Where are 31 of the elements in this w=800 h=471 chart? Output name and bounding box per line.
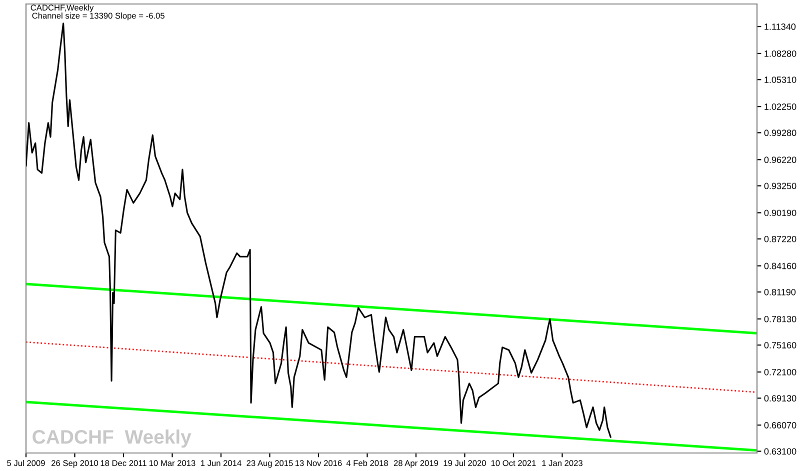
x-tick-label: 23 Aug 2015	[246, 460, 293, 468]
y-tick-label: 0.93250	[764, 182, 796, 190]
x-tick-label: 5 Jul 2009	[7, 460, 45, 466]
x-tick-label: 18 Dec 2011	[100, 460, 146, 466]
x-tick-label: 26 Sep 2010	[52, 460, 98, 468]
y-tick-label: 0.90190	[764, 210, 796, 216]
x-tick-label: 28 Apr 2019	[394, 460, 438, 468]
text: Channel size = 13390 Slope = -6.05	[32, 12, 164, 20]
chart-title: CADCHF,Weekly	[30, 4, 94, 12]
y-tick-label: 1.05310	[764, 76, 796, 83]
x-tick-label: 13 Nov 2016	[295, 460, 342, 466]
y-tick-label: 0.81190	[764, 288, 796, 296]
x-tick-label: 1 Jan 2023	[542, 460, 582, 466]
y-tick-label: 0.75160	[764, 342, 796, 348]
y-tick-label: 0.69130	[764, 395, 796, 402]
y-tick-label: 1.11340	[764, 24, 796, 30]
x-tick-label: 4 Feb 2018	[346, 460, 388, 466]
y-tick-label: 0.72100	[764, 368, 796, 376]
y-tick-label: 0.99280	[764, 130, 796, 136]
y-tick-label: 0.84160	[764, 262, 796, 270]
y-tick-label: 0.87220	[764, 236, 796, 242]
y-tick-label: 1.02250	[764, 104, 796, 110]
y-tick-label: 0.96220	[764, 156, 796, 164]
y-tick-label: 0.78130	[764, 316, 796, 322]
y-tick-label: 0.63100	[764, 448, 796, 455]
x-tick-label: 1 Jun 2014	[201, 460, 242, 466]
y-tick-label: 0.66070	[764, 422, 796, 428]
x-tick-label: 10 Mar 2013	[149, 460, 196, 466]
x-tick-label: 10 Oct 2021	[491, 460, 536, 466]
y-tick-label: 1.08280	[764, 50, 796, 57]
x-tick-label: 19 Jul 2020	[444, 460, 486, 466]
